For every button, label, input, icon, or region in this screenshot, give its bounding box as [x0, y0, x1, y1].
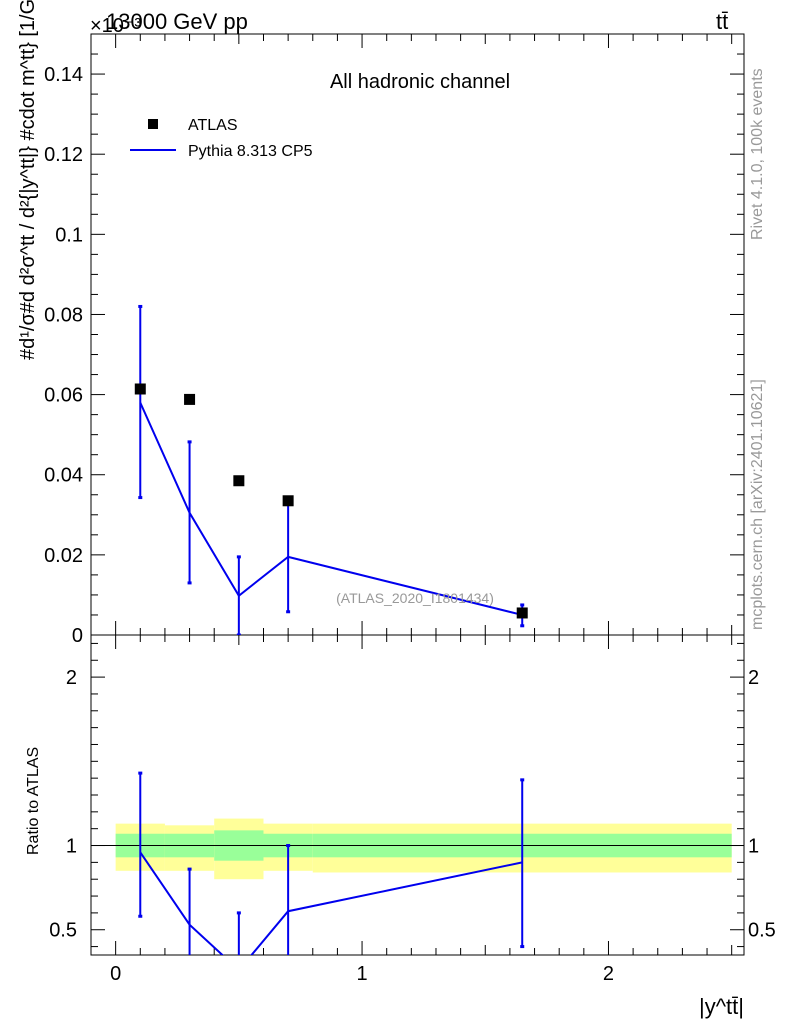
- legend-atlas-label: ATLAS: [188, 117, 238, 134]
- ratio-y-tick-label-right: 0.5: [748, 920, 776, 942]
- main-y-axis-label: #d¹/σ#d d²σ^tt / d²{|y^tt|} #cdot m^tt} …: [17, 0, 39, 360]
- main-data-series: [134, 304, 528, 635]
- chart-title: All hadronic channel: [330, 71, 510, 93]
- x-tick-label: 0: [110, 963, 121, 985]
- ratio-y-tick-label-right: 1: [748, 836, 759, 858]
- main-y-tick-label: 0.06: [44, 385, 83, 407]
- atlas-data-point: [282, 495, 294, 507]
- legend-atlas-marker: [148, 119, 158, 129]
- ratio-uncertainty-bands: [115, 818, 732, 880]
- pythia-ratio-line: [139, 851, 523, 955]
- ratio-y-tick-label-left: 1: [66, 836, 77, 858]
- atlas-data-point: [233, 475, 245, 487]
- ratio-y-tick-label-left: 0.5: [49, 920, 77, 942]
- main-y-tick-label: 0.08: [44, 304, 83, 326]
- legend: ATLAS Pythia 8.313 CP5: [130, 117, 313, 160]
- main-y-tick-labels: 0 0.02 0.04 0.06 0.08 0.1 0.12 0.14: [44, 64, 83, 647]
- rivet-version-note: Rivet 4.1.0, 100k events: [749, 68, 766, 240]
- legend-pythia-label: Pythia 8.313 CP5: [188, 143, 313, 160]
- scale-note: ×10⁻³: [90, 15, 141, 37]
- atlas-data-point: [134, 383, 146, 395]
- ratio-y-tick-labels: 0.5 0.5 1 1 2 2: [49, 667, 776, 942]
- main-y-tick-label: 0.04: [44, 465, 83, 487]
- energy-label: 13000 GeV pp: [106, 9, 248, 34]
- main-axis-ticks: [91, 33, 744, 636]
- main-y-tick-label: 0.1: [55, 224, 83, 246]
- ratio-x-tick-labels: 0 1 2: [110, 963, 614, 985]
- ratio-y-tick-label-left: 2: [66, 667, 77, 689]
- atlas-data-point: [184, 393, 196, 405]
- ratio-data-series: [138, 771, 525, 955]
- source-note: mcplots.cern.ch [arXiv:2401.10621]: [749, 379, 766, 630]
- main-y-tick-label: 0.14: [44, 64, 83, 86]
- pythia-line: [139, 402, 523, 616]
- x-tick-label: 1: [356, 963, 367, 985]
- main-y-tick-label: 0: [72, 625, 83, 647]
- analysis-annotation: (ATLAS_2020_I1801434): [336, 590, 494, 606]
- main-y-tick-label: 0.02: [44, 545, 83, 567]
- ratio-y-tick-label-right: 2: [748, 667, 759, 689]
- ratio-y-axis-label: Ratio to ATLAS: [25, 747, 42, 855]
- main-y-tick-label: 0.12: [44, 144, 83, 166]
- x-tick-label: 2: [603, 963, 614, 985]
- atlas-data-point: [516, 607, 528, 619]
- process-label: tt̄: [716, 9, 728, 34]
- x-axis-label: |y^tt̄|: [699, 994, 744, 1019]
- ratio-axis-ticks: [91, 635, 744, 955]
